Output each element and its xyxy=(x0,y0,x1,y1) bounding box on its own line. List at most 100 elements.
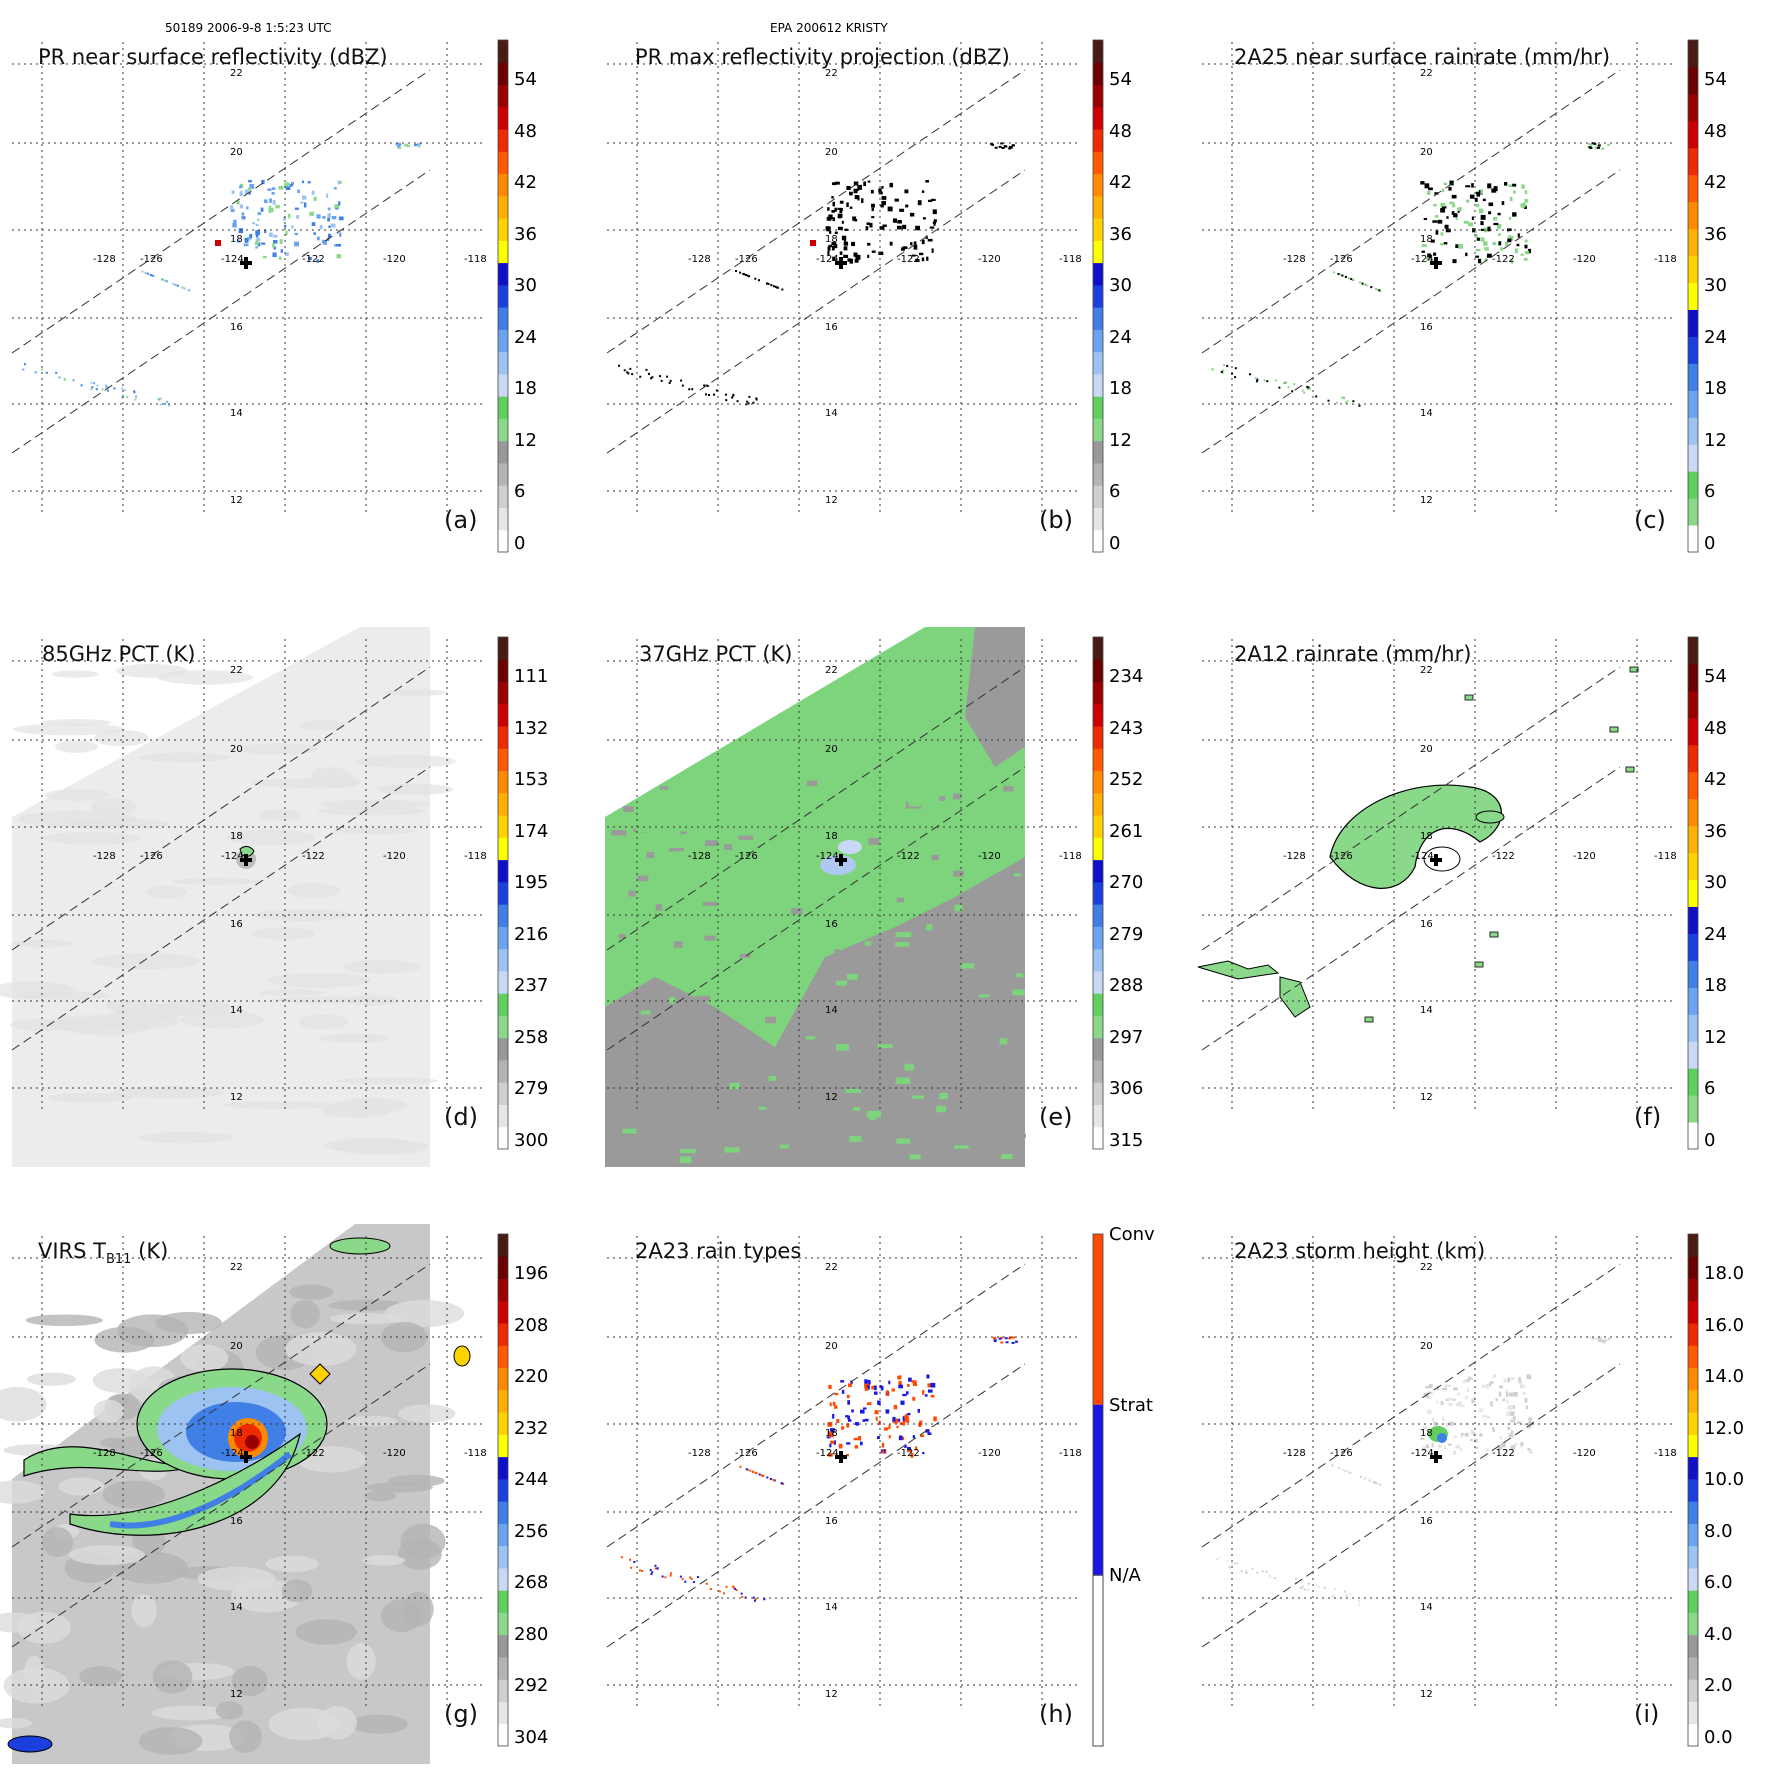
cloud-texture xyxy=(402,1591,434,1627)
echo-pixel xyxy=(932,221,936,225)
echo-pixel xyxy=(1480,189,1483,194)
echo-pixel-sw xyxy=(63,377,66,380)
colorbar-tick-label: 0 xyxy=(514,532,526,554)
echo-pixel xyxy=(877,1400,881,1405)
echo-pixel-sw xyxy=(1228,1566,1231,1569)
echo-pixel xyxy=(1524,239,1528,243)
panel-label-a: (a) xyxy=(444,506,478,534)
cloud-texture xyxy=(25,1314,103,1327)
echo-pixel xyxy=(261,180,265,185)
echo-pixel xyxy=(876,1436,880,1440)
echo-pixel-w xyxy=(770,284,773,287)
colorbar-step xyxy=(498,1523,508,1547)
panel-title-g: VIRS TB11 (K) xyxy=(38,1239,168,1267)
echo-pixel xyxy=(927,238,933,242)
echo-pixel xyxy=(886,1390,889,1394)
swath-pixel xyxy=(679,1149,696,1154)
swath-texture xyxy=(10,939,74,948)
echo-pixel xyxy=(924,1394,928,1397)
swath-pixel xyxy=(827,967,842,973)
echo-pixel xyxy=(1427,253,1432,259)
echo-pixel xyxy=(1508,184,1513,188)
panel-b: -128 -126 -124 -122 -120 -118 22 20 18 16 14 12 PR … xyxy=(595,30,1185,570)
echo-pixel xyxy=(1497,223,1502,229)
echo-pixel-w xyxy=(161,278,164,281)
echo-pixel xyxy=(827,246,831,251)
lon-tick-label: -126 xyxy=(1330,254,1353,265)
echo-pixel xyxy=(1480,228,1484,231)
colorbar-step xyxy=(1688,825,1698,854)
echo-pixel xyxy=(307,181,311,184)
colorbar-tick-label: 6 xyxy=(1109,481,1121,502)
colorbar-step xyxy=(1093,1015,1103,1039)
echo-pixel-ne xyxy=(1607,1337,1611,1340)
swath-texture xyxy=(258,809,302,821)
echo-pixel xyxy=(908,1377,912,1382)
echo-pixel xyxy=(921,190,925,193)
swath-pixel xyxy=(953,793,962,800)
cloud-e xyxy=(453,1345,471,1367)
echo-pixel-sw xyxy=(703,384,706,387)
echo-pixel xyxy=(830,1440,835,1444)
echo-pixel-sw xyxy=(168,404,171,407)
echo-pixel-sw xyxy=(1358,404,1361,407)
colorbar-step xyxy=(1688,1634,1698,1658)
echo-pixel xyxy=(1443,1445,1446,1450)
echo-pixel-w xyxy=(165,280,168,283)
lon-tick-label: -128 xyxy=(688,851,711,862)
echo-pixel-w xyxy=(772,1479,775,1482)
echo-pixel xyxy=(1420,181,1425,185)
echo-pixel xyxy=(239,185,242,189)
echo-pixel-sw xyxy=(752,401,755,404)
colorbar-step xyxy=(1688,1723,1698,1747)
echo-pixel xyxy=(262,255,267,259)
lat-tick-label: 18 xyxy=(1420,831,1433,842)
swath-texture xyxy=(253,909,353,922)
echo-pixel xyxy=(1507,1426,1511,1430)
echo-pixel xyxy=(1475,255,1480,258)
echo-pixel xyxy=(1465,252,1468,257)
swath-pixel xyxy=(909,1154,921,1160)
colorbar-tick-label: 258 xyxy=(514,1026,549,1048)
lat-tick-label: 20 xyxy=(1420,147,1433,158)
echo-pixel xyxy=(1466,1388,1470,1393)
lon-tick-label: -120 xyxy=(1573,1448,1596,1459)
panel-title-b: PR max reflectivity projection (dBZ) xyxy=(635,45,1010,69)
colorbar-tick-label: 297 xyxy=(1109,1026,1144,1048)
scatter-region-b xyxy=(838,840,862,854)
echo-pixel xyxy=(1480,214,1486,220)
echo-pixel xyxy=(1475,1446,1479,1449)
colorbar-step xyxy=(1093,770,1103,794)
echo-pixel xyxy=(1520,253,1524,256)
swath-pixel xyxy=(868,902,883,910)
swath-pixel xyxy=(1002,801,1017,806)
swath-texture xyxy=(221,1101,336,1109)
colorbar-tick-label: 279 xyxy=(1109,923,1144,945)
echo-pixel-sw xyxy=(689,1576,692,1579)
echo-pixel xyxy=(1453,213,1458,218)
echo-pixel-w xyxy=(146,272,149,275)
echo-pixel-sw xyxy=(96,384,99,387)
colorbar-step xyxy=(498,1323,508,1346)
echo-pixel xyxy=(1471,183,1474,188)
echo-pixel-w xyxy=(744,273,747,276)
echo-pixel xyxy=(828,244,832,248)
swath-texture xyxy=(287,882,341,899)
echo-pixel xyxy=(900,1400,905,1405)
echo-pixel xyxy=(1471,216,1474,220)
swath-pixel xyxy=(979,994,990,998)
colorbar-step xyxy=(1688,147,1698,176)
colorbar-tick-label: 24 xyxy=(1109,326,1132,348)
echo-pixel xyxy=(288,213,291,219)
echo-pixel-sw xyxy=(626,371,629,374)
swath-texture xyxy=(112,1085,224,1099)
swath-edge-n xyxy=(11,1263,431,1548)
echo-pixel xyxy=(1518,1380,1523,1385)
echo-pixel-ne xyxy=(406,145,410,148)
colorbar-step xyxy=(1093,507,1103,531)
colorbar-tick-label: 132 xyxy=(514,717,549,739)
swath-pixel xyxy=(668,997,676,1004)
echo-pixel xyxy=(1440,243,1444,246)
storm-center-cross xyxy=(1430,854,1442,866)
panel-label-h: (h) xyxy=(1039,1700,1073,1728)
